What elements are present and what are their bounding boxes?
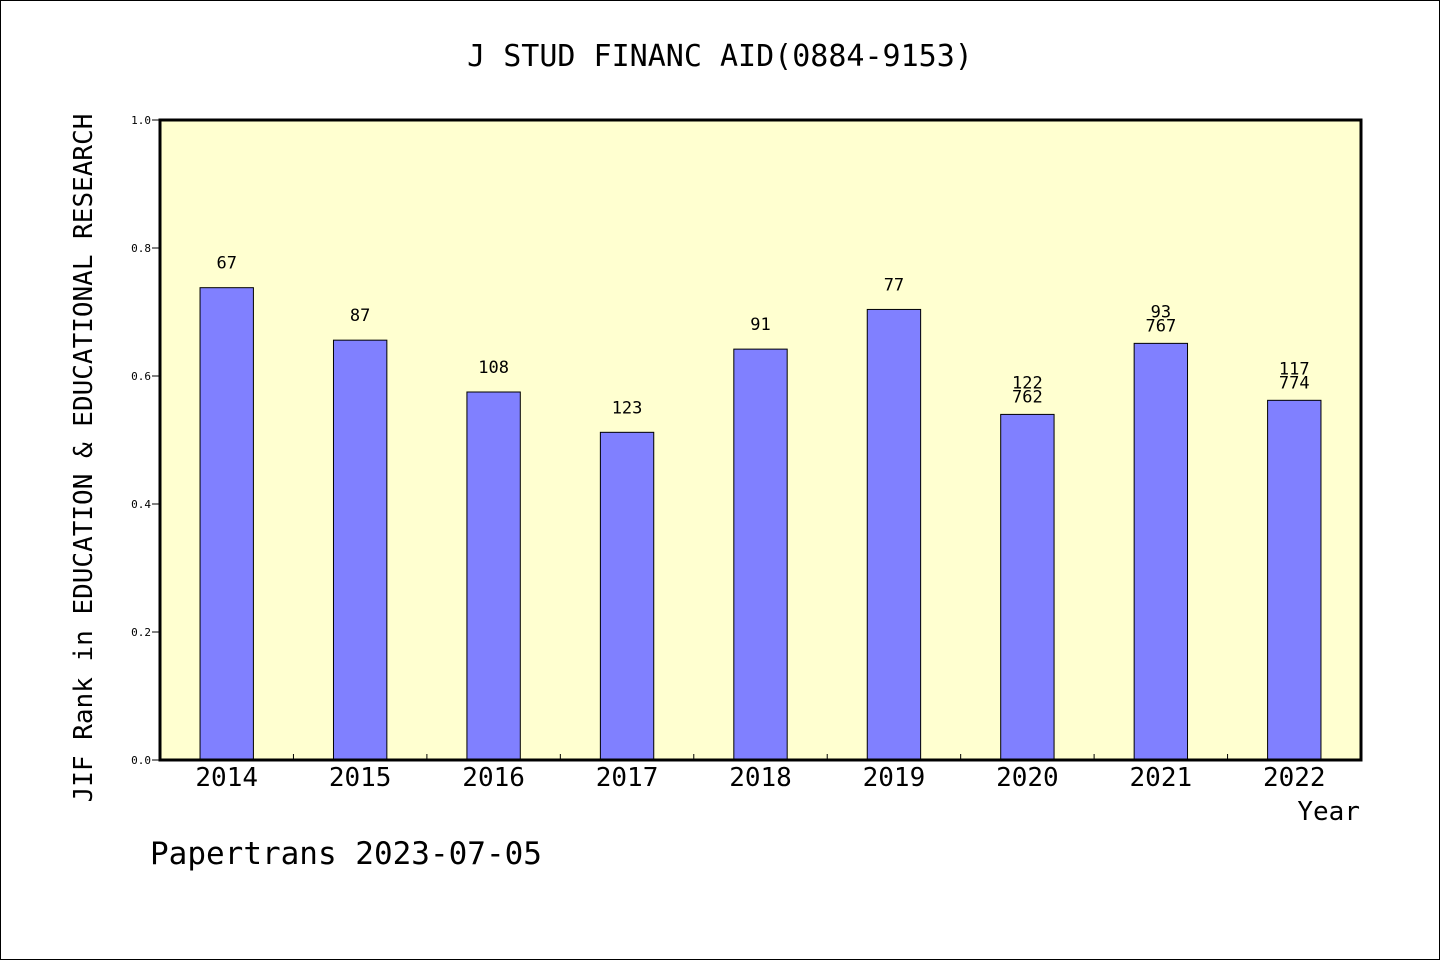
bar-2020 <box>1000 413 1055 761</box>
bar-data-label: 77 <box>884 275 904 295</box>
bar-data-label: 67 <box>216 254 236 274</box>
x-axis-label: Year <box>1297 797 1360 827</box>
bar-2015 <box>332 339 388 761</box>
y-tick-label: 0.6 <box>131 370 151 383</box>
x-tick-label: 2019 <box>863 763 926 793</box>
bar-data-label: 122 <box>1012 373 1043 393</box>
x-axis-ticks: 2014 2015 2016 2017 2018 2019 2020 2021 2022 <box>195 754 1326 793</box>
x-tick-label: 2017 <box>596 763 659 793</box>
x-tick-label: 2018 <box>729 763 792 793</box>
x-tick-label: 2020 <box>996 763 1059 793</box>
x-tick-label: 2014 <box>195 763 258 793</box>
y-tick-label: 1.0 <box>131 114 151 127</box>
y-axis-label: JIF Rank in EDUCATION & EDUCATIONAL RESE… <box>69 114 99 803</box>
x-tick-label: 2015 <box>329 763 392 793</box>
bars <box>199 287 1322 761</box>
bar-data-label: 117 <box>1279 359 1310 379</box>
footer-source-date: Papertrans 2023-07-05 <box>150 836 542 872</box>
bar-data-label: 108 <box>478 358 509 378</box>
bar-data-label: 123 <box>612 398 643 418</box>
bar-data-label: 91 <box>750 315 770 335</box>
bar-data-label: 762 <box>1012 387 1043 407</box>
bar-2019 <box>866 308 922 761</box>
bar-data-label: 87 <box>350 306 370 326</box>
bar-data-label: 774 <box>1279 373 1310 393</box>
bar-data-label: 767 <box>1145 316 1176 336</box>
bar-2021 <box>1133 342 1189 761</box>
bar-data-label: 93 <box>1151 302 1171 322</box>
bar-2016 <box>466 391 521 761</box>
bar-2014 <box>199 287 254 761</box>
x-tick-label: 2016 <box>462 763 525 793</box>
y-tick-label: 0.2 <box>131 626 151 639</box>
chart-title: J STUD FINANC AID(0884-9153) <box>467 39 973 74</box>
x-tick-label: 2022 <box>1263 763 1326 793</box>
x-tick-label: 2021 <box>1130 763 1193 793</box>
bar-2018 <box>733 348 788 761</box>
plot-border <box>158 118 1363 762</box>
y-tick-label: 0.8 <box>131 242 151 255</box>
y-tick-label: 0.4 <box>131 498 151 511</box>
bar-2017 <box>599 431 655 761</box>
y-tick-label: 0.0 <box>131 754 151 767</box>
y-axis-ticks: 0.0 0.2 0.4 0.6 0.8 1.0 <box>131 114 160 767</box>
bar-2022 <box>1267 399 1322 761</box>
